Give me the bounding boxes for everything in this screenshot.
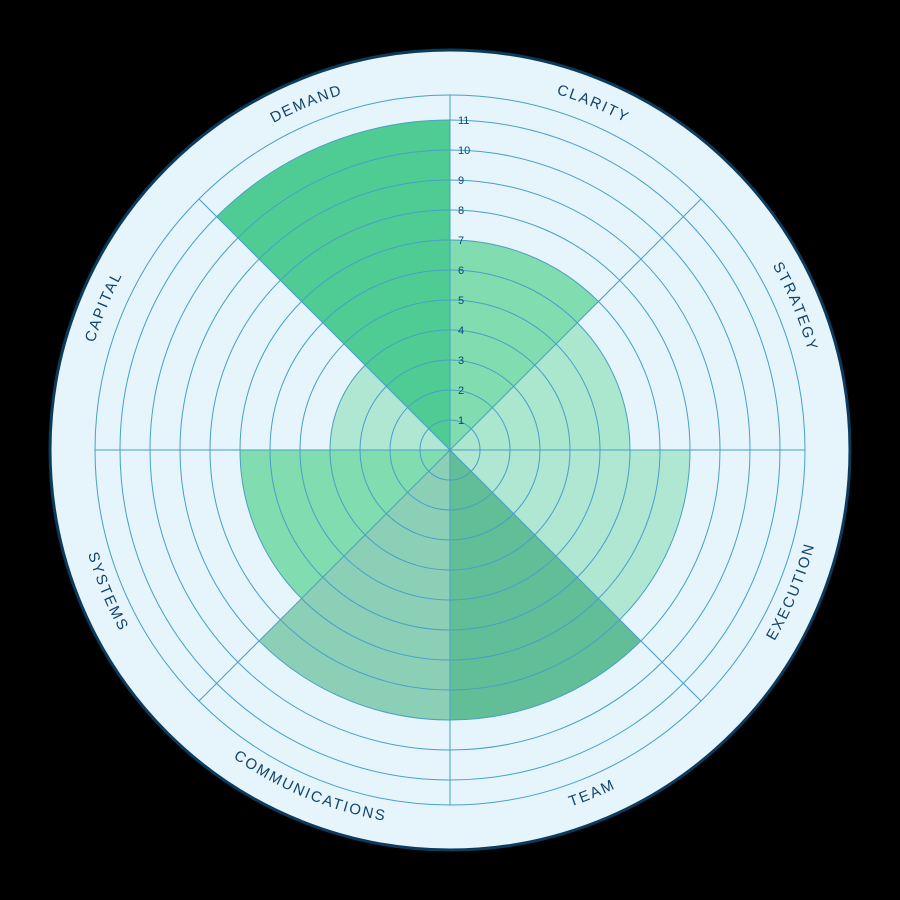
- ring-label-11: 11: [458, 115, 469, 127]
- ring-label-8: 8: [458, 205, 464, 217]
- ring-label-6: 6: [458, 265, 464, 277]
- polar-bar-chart: 1234567891011 CLARITYSTRATEGYEXECUTIONTE…: [0, 0, 900, 900]
- ring-label-7: 7: [458, 235, 464, 247]
- ring-label-2: 2: [458, 385, 464, 397]
- ring-label-10: 10: [458, 145, 470, 157]
- ring-label-4: 4: [458, 325, 464, 337]
- ring-label-3: 3: [458, 355, 464, 367]
- ring-label-9: 9: [458, 175, 464, 187]
- ring-label-5: 5: [458, 295, 464, 307]
- ring-label-1: 1: [458, 415, 464, 427]
